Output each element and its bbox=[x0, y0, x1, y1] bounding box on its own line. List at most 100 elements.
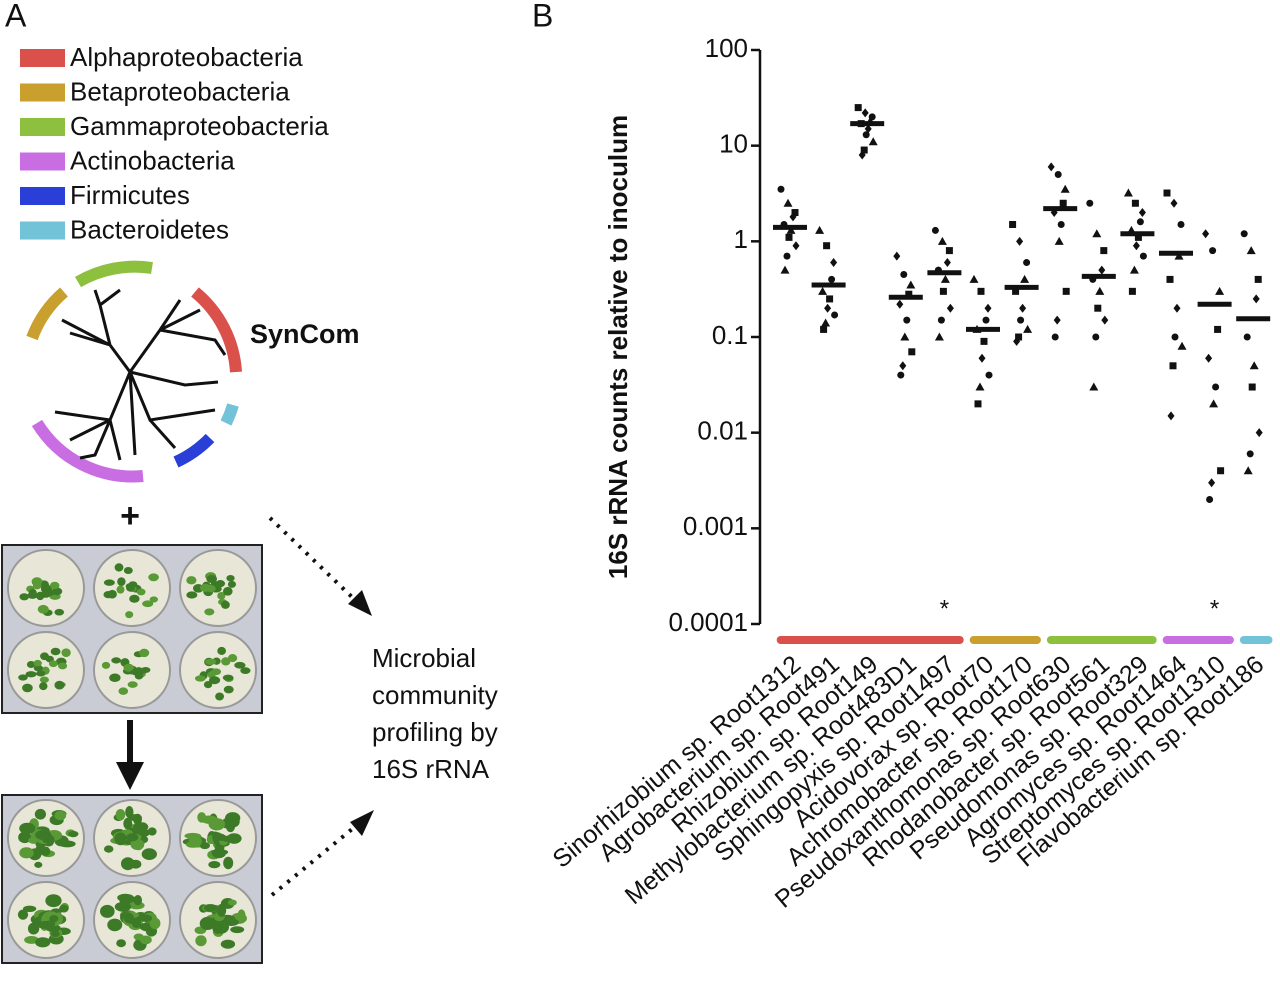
arrow-head bbox=[116, 762, 144, 790]
data-point bbox=[861, 108, 869, 118]
data-point bbox=[1246, 450, 1254, 458]
data-point bbox=[1092, 229, 1102, 238]
seedling bbox=[120, 894, 130, 903]
seedling bbox=[54, 810, 67, 821]
data-point bbox=[1209, 399, 1219, 408]
seedling bbox=[19, 847, 34, 859]
panel-label: B bbox=[532, 0, 553, 33]
seedling bbox=[139, 648, 150, 658]
y-tick-label: 0.0001 bbox=[668, 607, 748, 637]
data-point bbox=[1059, 199, 1067, 207]
seedling bbox=[123, 566, 133, 574]
seedling bbox=[25, 671, 37, 678]
seedling bbox=[197, 812, 207, 823]
seedling bbox=[208, 676, 221, 685]
seedling bbox=[41, 832, 51, 844]
seedling bbox=[223, 856, 234, 870]
y-tick-label: 0.001 bbox=[683, 511, 748, 541]
seedling bbox=[237, 909, 246, 922]
seedling bbox=[203, 680, 213, 689]
clade-arc bbox=[31, 419, 144, 483]
seedling bbox=[203, 904, 218, 912]
data-point bbox=[1249, 361, 1259, 370]
data-point bbox=[791, 209, 799, 217]
data-point bbox=[903, 316, 911, 324]
seedling bbox=[133, 894, 143, 906]
data-point bbox=[1054, 236, 1064, 245]
legend-label: Alphaproteobacteria bbox=[70, 42, 303, 72]
data-point bbox=[978, 353, 986, 363]
seedling bbox=[51, 587, 63, 596]
data-point bbox=[1215, 286, 1225, 295]
seedling bbox=[114, 901, 132, 912]
data-point bbox=[818, 286, 828, 295]
seedling bbox=[123, 912, 135, 923]
data-point bbox=[1053, 315, 1061, 325]
seedling bbox=[208, 861, 221, 869]
seedling bbox=[54, 680, 65, 690]
seedling bbox=[230, 926, 245, 934]
arrow-head bbox=[348, 590, 372, 616]
data-point bbox=[1094, 304, 1102, 312]
legend-label: Gammaproteobacteria bbox=[70, 111, 329, 141]
seedling bbox=[18, 831, 32, 844]
data-point bbox=[1217, 467, 1225, 475]
data-point bbox=[1089, 382, 1099, 391]
data-point bbox=[1202, 229, 1210, 239]
clade-arc bbox=[191, 287, 242, 373]
caption-line: community bbox=[372, 680, 498, 710]
seedling bbox=[217, 646, 226, 655]
data-point bbox=[815, 225, 825, 234]
y-tick-label: 100 bbox=[705, 33, 748, 63]
seedling bbox=[107, 918, 123, 932]
seedling bbox=[18, 674, 28, 681]
seedling bbox=[34, 845, 44, 856]
seedling bbox=[48, 660, 58, 668]
seedling bbox=[35, 937, 51, 948]
seedling bbox=[227, 899, 237, 906]
data-point bbox=[1098, 265, 1106, 275]
data-point bbox=[1128, 287, 1136, 295]
data-point bbox=[1246, 246, 1256, 255]
seedling bbox=[123, 663, 134, 672]
seedling bbox=[227, 580, 237, 588]
seedling bbox=[204, 608, 215, 616]
seedling bbox=[118, 687, 129, 695]
data-point bbox=[1206, 496, 1214, 504]
seedling bbox=[227, 654, 238, 663]
legend-swatch bbox=[20, 152, 65, 171]
data-point bbox=[1243, 333, 1251, 341]
data-point bbox=[1254, 275, 1262, 283]
data-point bbox=[1209, 247, 1217, 255]
seedling bbox=[36, 670, 46, 677]
data-point bbox=[1177, 220, 1185, 228]
annotation: * bbox=[940, 595, 949, 622]
clade-arc bbox=[74, 260, 153, 288]
tree-branches bbox=[54, 288, 227, 461]
data-point bbox=[905, 290, 913, 298]
seedling bbox=[49, 915, 59, 923]
data-point bbox=[783, 252, 791, 260]
data-point bbox=[1047, 162, 1055, 172]
data-point bbox=[900, 271, 908, 279]
data-point bbox=[858, 150, 866, 160]
data-point bbox=[946, 303, 954, 313]
seedling bbox=[19, 593, 30, 601]
seedling bbox=[49, 581, 60, 590]
y-tick-label: 10 bbox=[719, 129, 748, 159]
seedling bbox=[216, 903, 227, 917]
seedling bbox=[208, 818, 226, 831]
legend-swatch bbox=[20, 83, 65, 102]
seedling bbox=[147, 827, 157, 836]
data-point bbox=[931, 226, 939, 234]
seedling bbox=[221, 600, 230, 609]
data-point bbox=[900, 332, 910, 341]
data-point bbox=[1138, 208, 1146, 218]
data-point bbox=[1131, 199, 1139, 207]
data-point bbox=[1132, 241, 1140, 251]
seedling bbox=[240, 667, 251, 674]
data-point bbox=[939, 287, 947, 295]
data-point bbox=[906, 280, 916, 289]
data-point bbox=[1166, 275, 1174, 283]
data-point bbox=[937, 236, 947, 245]
